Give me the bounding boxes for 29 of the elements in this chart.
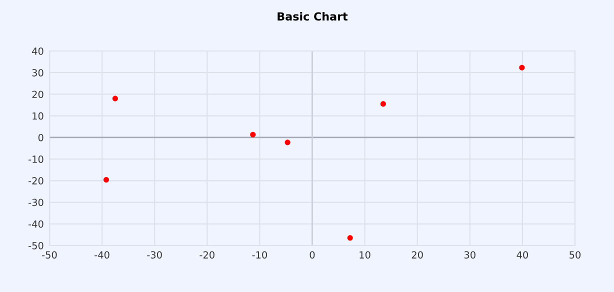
x-tick-label: -10 (252, 251, 267, 259)
y-tick-label: -10 (28, 156, 44, 163)
y-tick-label: -40 (28, 220, 44, 228)
x-tick-label: -20 (200, 251, 214, 259)
x-tick-label: 10 (360, 251, 370, 259)
y-tick-label: 30 (32, 69, 44, 76)
x-tick-label: -50 (42, 251, 57, 259)
y-tick-label: 20 (32, 90, 44, 98)
chart-title: Basic Chart (278, 12, 348, 21)
y-tick-label: 0 (38, 134, 44, 142)
y-tick-label: 40 (32, 47, 44, 55)
point (112, 96, 118, 102)
point (519, 64, 525, 70)
x-tick-label: 30 (464, 251, 476, 259)
x-tick-label: 40 (516, 251, 528, 259)
x-tick-label: 20 (412, 251, 423, 259)
y-tick-label: -30 (28, 198, 44, 206)
x-tick-label: -40 (94, 251, 110, 259)
y-tick-label: 10 (32, 112, 44, 120)
x-tick-label: 50 (570, 251, 581, 259)
point (103, 177, 110, 183)
x-tick-label: 0 (310, 251, 315, 259)
point (250, 132, 256, 138)
point (284, 140, 290, 146)
point (347, 235, 353, 241)
point (380, 101, 386, 107)
y-tick-label: -20 (28, 177, 44, 184)
x-tick-label: -30 (147, 251, 162, 259)
y-tick-label: -50 (28, 242, 44, 250)
